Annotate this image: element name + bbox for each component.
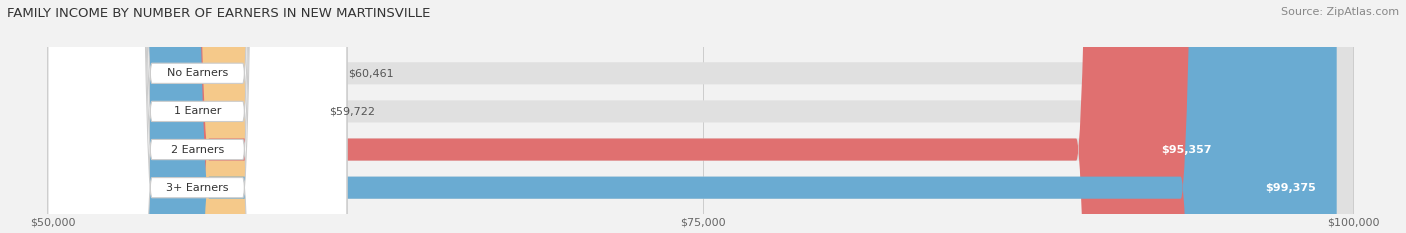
- Text: 2 Earners: 2 Earners: [170, 144, 224, 154]
- Text: $95,357: $95,357: [1161, 144, 1212, 154]
- Text: Source: ZipAtlas.com: Source: ZipAtlas.com: [1281, 7, 1399, 17]
- FancyBboxPatch shape: [48, 0, 347, 233]
- Text: 3+ Earners: 3+ Earners: [166, 183, 229, 193]
- Text: $59,722: $59,722: [329, 106, 375, 116]
- Text: $99,375: $99,375: [1265, 183, 1316, 193]
- FancyBboxPatch shape: [48, 0, 347, 233]
- FancyBboxPatch shape: [53, 0, 307, 233]
- Text: $60,461: $60,461: [349, 68, 394, 78]
- Text: FAMILY INCOME BY NUMBER OF EARNERS IN NEW MARTINSVILLE: FAMILY INCOME BY NUMBER OF EARNERS IN NE…: [7, 7, 430, 20]
- FancyBboxPatch shape: [53, 0, 1353, 233]
- FancyBboxPatch shape: [53, 0, 1353, 233]
- Text: 1 Earner: 1 Earner: [174, 106, 221, 116]
- FancyBboxPatch shape: [53, 0, 325, 233]
- FancyBboxPatch shape: [53, 0, 1232, 233]
- FancyBboxPatch shape: [53, 0, 1337, 233]
- FancyBboxPatch shape: [48, 0, 347, 233]
- FancyBboxPatch shape: [48, 0, 347, 233]
- Text: No Earners: No Earners: [167, 68, 228, 78]
- FancyBboxPatch shape: [53, 0, 1353, 233]
- FancyBboxPatch shape: [53, 0, 1353, 233]
